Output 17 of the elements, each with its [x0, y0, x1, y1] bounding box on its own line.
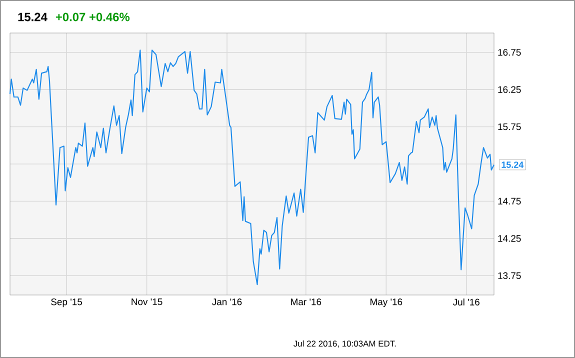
- x-tick-label: May '16: [370, 298, 402, 308]
- chart-subtitle: +0.07 +0.46%: [56, 12, 130, 22]
- x-tick-label: Mar '16: [291, 298, 322, 306]
- x-tick-label: Sep '15: [51, 298, 82, 308]
- y-tick-label: 15.75: [498, 123, 521, 130]
- y-tick-label: 16.75: [498, 49, 521, 56]
- text: Jul 22 2016, 10:03AM EDT.: [294, 340, 396, 348]
- line-series: [9, 50, 495, 286]
- x-tick-label: Jan '16: [212, 298, 242, 306]
- x-tick-label: Jul '16: [452, 298, 480, 306]
- chart-title: 15.24: [18, 12, 48, 22]
- y-tick-label: 13.75: [498, 272, 521, 279]
- annotation: 15.24: [502, 162, 524, 168]
- y-tick-label: 14.25: [498, 235, 521, 242]
- y-tick-label: 14.75: [498, 198, 521, 205]
- y-tick-label: 16.25: [498, 86, 521, 93]
- x-tick-label: Nov '15: [132, 298, 162, 306]
